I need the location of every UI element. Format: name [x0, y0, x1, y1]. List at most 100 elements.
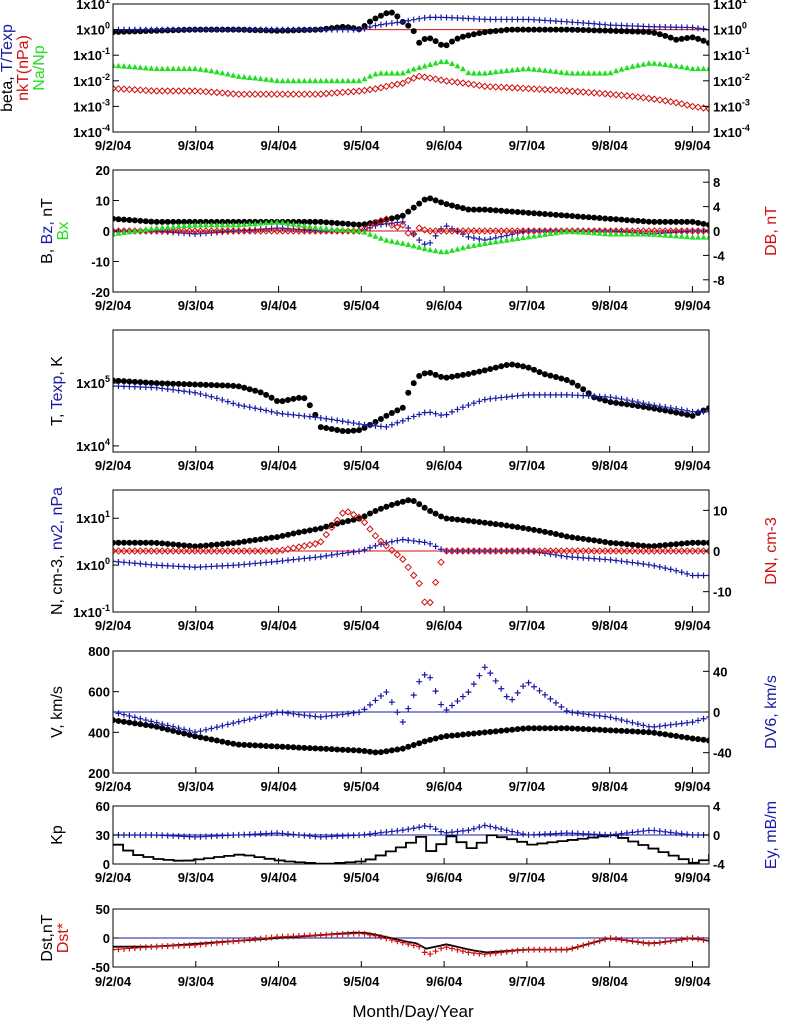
data-point: [694, 547, 702, 555]
data-point: [279, 219, 286, 225]
data-point: [706, 539, 709, 546]
data-point: [432, 59, 439, 66]
data-point: [224, 562, 231, 569]
data-point: [213, 541, 220, 548]
data-point: [148, 225, 155, 231]
data-point: [301, 222, 308, 229]
data-point: [224, 938, 231, 945]
data-point: [574, 830, 581, 837]
data-point: [426, 74, 434, 82]
data-point: [470, 369, 477, 376]
data-point: [366, 830, 373, 837]
data-point: [360, 86, 369, 95]
y-axis-label-part: Dst*: [55, 923, 72, 953]
data-point: [465, 32, 472, 39]
data-point: [476, 519, 483, 526]
plot-frame: [112, 3, 710, 133]
data-point: [651, 402, 658, 409]
data-point: [306, 745, 313, 752]
data-point: [377, 12, 384, 19]
x-tick-label: 9/3/04: [178, 779, 215, 794]
data-point: [678, 35, 685, 42]
data-point: [202, 227, 210, 235]
y-tick-label-right: -10: [713, 585, 732, 600]
data-point: [388, 828, 395, 835]
data-point: [126, 559, 133, 566]
data-point: [197, 381, 204, 388]
data-point: [437, 76, 445, 84]
data-point: [558, 212, 565, 219]
data-point: [476, 16, 483, 23]
data-point: [541, 211, 548, 218]
data-point: [241, 538, 248, 545]
data-point: [312, 932, 319, 939]
data-point: [607, 22, 614, 29]
data-point: [252, 742, 259, 749]
data-point: [278, 90, 287, 98]
data-point: [502, 83, 511, 92]
data-point: [645, 404, 652, 411]
data-point: [230, 382, 237, 389]
data-point: [689, 735, 696, 742]
data-point: [552, 725, 559, 732]
data-point: [580, 535, 587, 542]
data-point: [613, 540, 620, 547]
data-point: [230, 720, 237, 727]
data-point: [645, 29, 652, 36]
data-point: [427, 35, 434, 42]
data-point: [536, 391, 543, 398]
data-point: [421, 245, 428, 252]
data-point: [569, 19, 576, 26]
data-point: [142, 384, 149, 391]
y-tick-label-right: 10: [713, 503, 727, 518]
data-point: [525, 364, 532, 371]
data-point: [295, 412, 302, 419]
data-point: [339, 832, 346, 839]
data-point: [170, 386, 177, 393]
data-point: [306, 932, 313, 939]
data-point: [410, 413, 417, 420]
data-point: [656, 60, 663, 67]
data-point: [470, 70, 477, 76]
data-point: [306, 527, 313, 534]
data-point: [656, 563, 663, 570]
data-point: [634, 23, 641, 30]
data-point: [459, 244, 466, 251]
data-point: [531, 210, 538, 217]
data-point: [142, 26, 149, 33]
data-point: [197, 734, 204, 741]
data-point: [629, 829, 636, 836]
x-tick-label: 9/3/04: [178, 618, 215, 633]
data-point: [520, 363, 527, 370]
data-point: [689, 719, 696, 726]
data-point: [312, 713, 319, 720]
data-point: [349, 227, 358, 235]
data-point: [263, 742, 270, 749]
data-point: [502, 547, 511, 555]
data-point: [137, 379, 144, 386]
data-point: [585, 392, 592, 399]
data-point: [246, 220, 253, 227]
data-point: [202, 218, 209, 225]
data-point: [662, 404, 669, 411]
data-point: [700, 572, 707, 579]
data-point: [377, 749, 384, 756]
data-point: [148, 539, 155, 546]
series-group: [113, 930, 709, 958]
y-axis-label-part: T/Texp: [0, 24, 16, 72]
data-point: [153, 832, 160, 839]
data-point: [197, 26, 204, 33]
data-point: [153, 380, 160, 387]
data-point: [213, 382, 220, 389]
data-point: [492, 16, 499, 23]
data-point: [323, 745, 330, 752]
data-point: [372, 70, 379, 77]
data-point: [580, 554, 587, 561]
data-point: [290, 744, 297, 751]
data-point: [509, 236, 516, 242]
data-point: [640, 61, 647, 67]
data-point: [416, 538, 423, 545]
data-point: [530, 547, 538, 555]
data-point: [120, 832, 127, 838]
data-point: [531, 26, 538, 33]
